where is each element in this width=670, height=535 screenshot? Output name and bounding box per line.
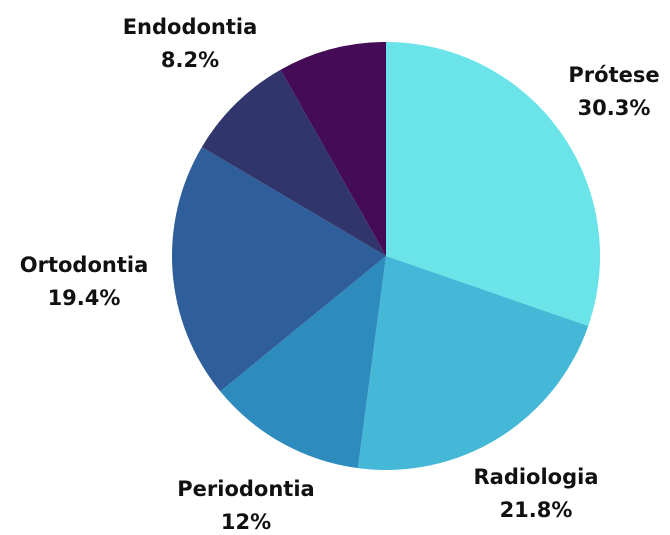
slice-value-label: 12% bbox=[221, 510, 271, 531]
slice-label: Ortodontia bbox=[20, 253, 149, 277]
slice-label: Prótese bbox=[568, 63, 659, 87]
slice-label: Periodontia bbox=[177, 477, 314, 501]
pie-slice bbox=[172, 147, 386, 392]
slice-value-label: 21.8% bbox=[500, 498, 573, 522]
slice-value-label: 30.3% bbox=[578, 96, 651, 120]
slice-label: Endodontia bbox=[123, 15, 258, 39]
pie-slice bbox=[386, 42, 600, 326]
slice-value-label: 8.2% bbox=[161, 48, 219, 72]
pie-slice bbox=[357, 256, 589, 470]
pie-slice bbox=[220, 256, 386, 469]
pie-slice bbox=[280, 42, 386, 256]
pie-slice bbox=[201, 69, 386, 257]
slice-value-label: 19.4% bbox=[48, 286, 121, 310]
slice-label: Radiologia bbox=[473, 465, 598, 489]
